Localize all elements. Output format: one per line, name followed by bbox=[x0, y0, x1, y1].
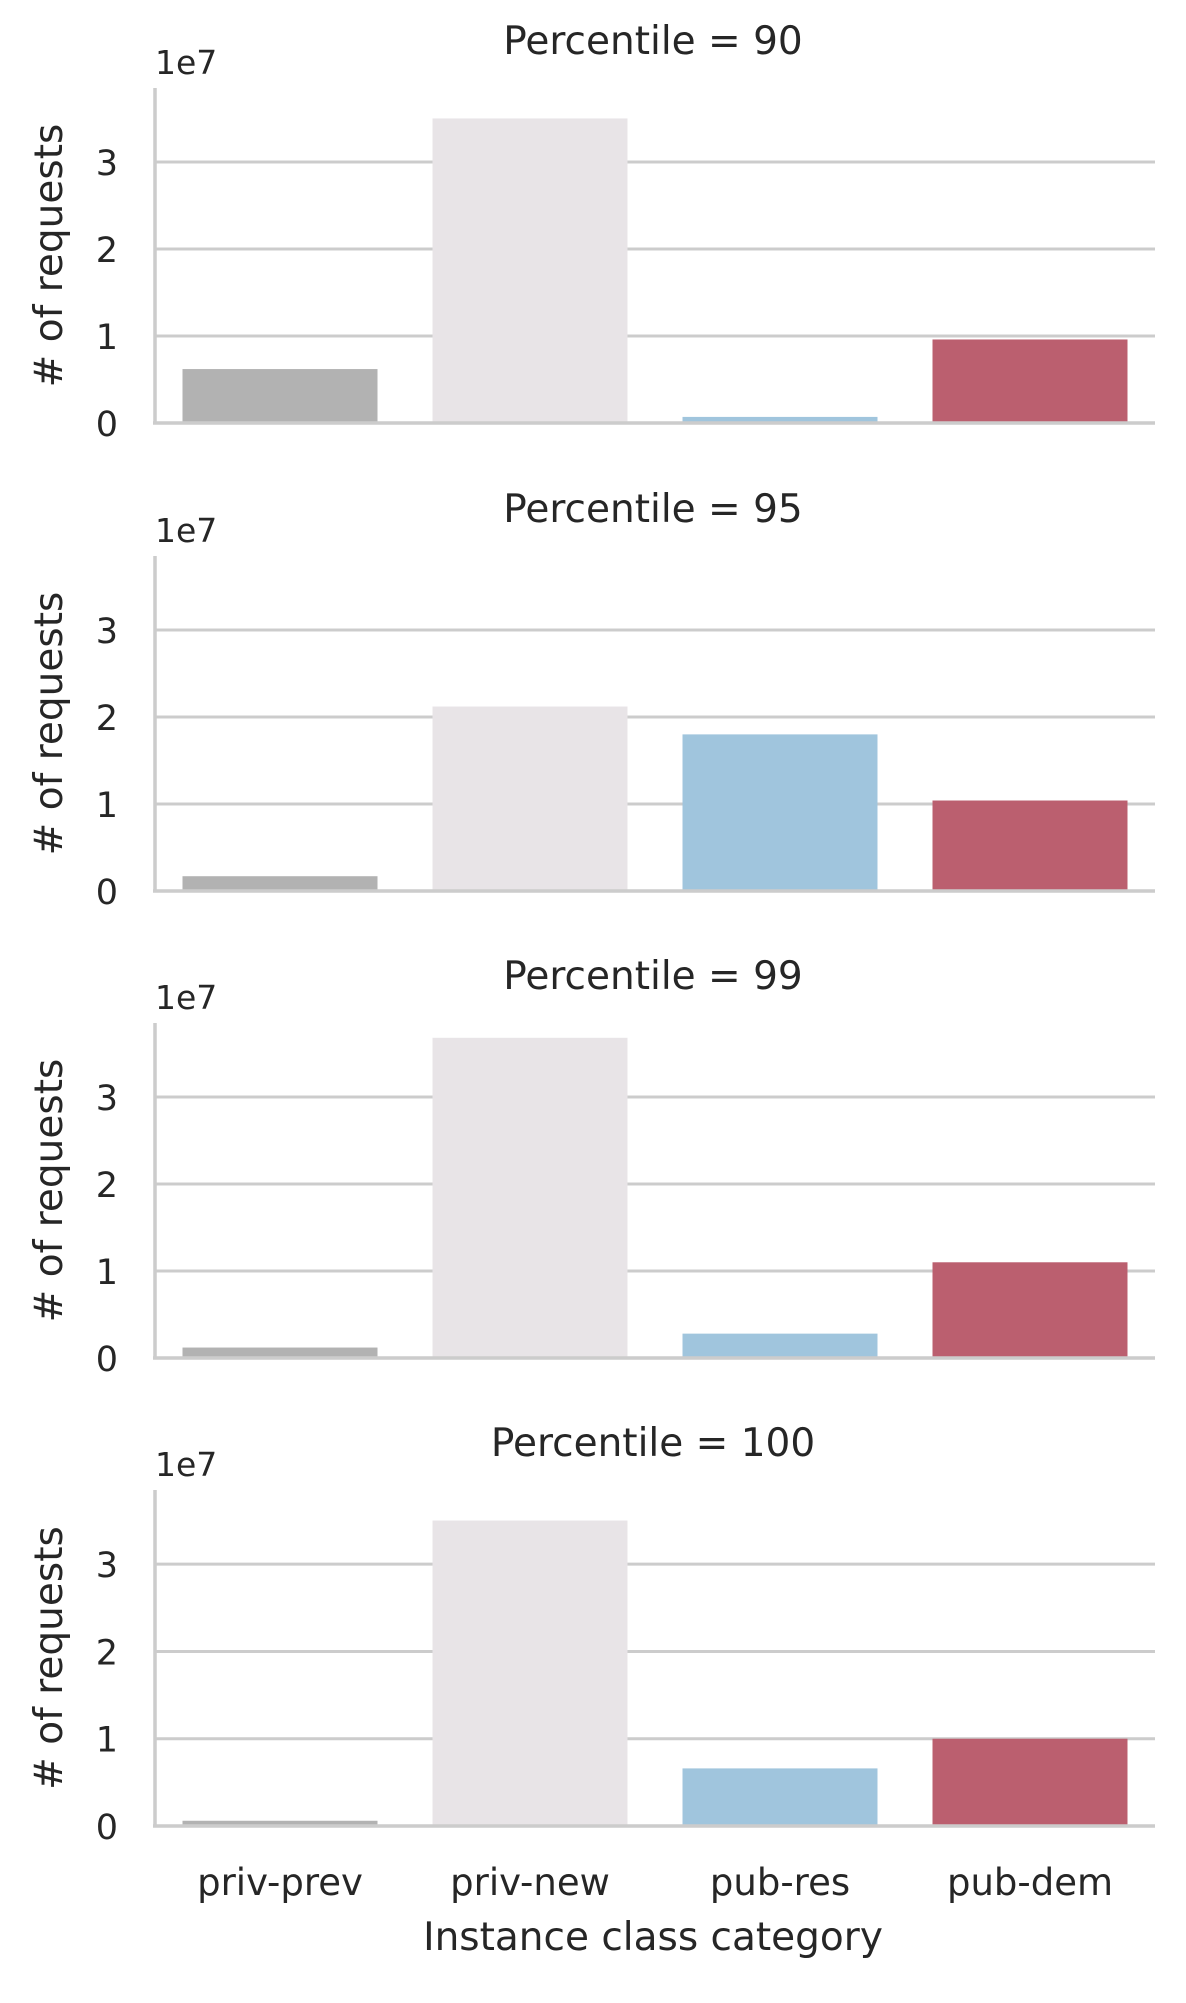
bar-pub-res bbox=[682, 734, 878, 891]
y-tick-label: 3 bbox=[96, 612, 118, 652]
y-tick-label: 2 bbox=[96, 699, 118, 739]
bar-pub-res bbox=[682, 416, 878, 423]
bar-priv-new bbox=[432, 706, 628, 891]
y-tick-label: 2 bbox=[96, 1166, 118, 1206]
x-axis-label: Instance class category bbox=[423, 1915, 883, 1960]
facet-panel-2: 0 1 2 3 1e7 Percentile = 99 # of requests bbox=[27, 954, 1155, 1380]
x-tick-label: priv-new bbox=[450, 1861, 610, 1904]
facet-panel-3: 0 1 2 3 1e7 Percentile = 100 # of requests bbox=[27, 1421, 1155, 1848]
y-tick-label: 1 bbox=[96, 318, 118, 358]
bar-priv-new bbox=[432, 118, 628, 424]
y-tick-label: 3 bbox=[96, 144, 118, 184]
panel-title: Percentile = 90 bbox=[503, 19, 803, 64]
bar-priv-prev bbox=[182, 1347, 378, 1358]
y-tick-label: 3 bbox=[96, 1546, 118, 1586]
x-tick-label: pub-res bbox=[710, 1861, 850, 1904]
y-offset-label: 1e7 bbox=[155, 43, 217, 82]
y-offset-label: 1e7 bbox=[155, 978, 217, 1017]
y-tick-label: 0 bbox=[96, 405, 118, 445]
y-tick-label: 3 bbox=[96, 1079, 118, 1119]
y-tick-label: 0 bbox=[96, 873, 118, 913]
y-tick-label: 2 bbox=[96, 231, 118, 271]
bar-priv-prev bbox=[182, 1820, 378, 1826]
panel-title: Percentile = 95 bbox=[503, 487, 803, 532]
y-axis-label: # of requests bbox=[27, 1526, 72, 1790]
y-axis-label: # of requests bbox=[27, 1059, 72, 1323]
y-tick-label: 1 bbox=[96, 1253, 118, 1293]
panel-title: Percentile = 99 bbox=[503, 954, 803, 999]
bar-priv-new bbox=[432, 1520, 628, 1826]
bar-pub-res bbox=[682, 1768, 878, 1826]
bar-pub-dem bbox=[932, 800, 1128, 891]
y-tick-label: 1 bbox=[96, 786, 118, 826]
y-axis-label: # of requests bbox=[27, 592, 72, 856]
bar-pub-dem bbox=[932, 339, 1128, 423]
bar-pub-dem bbox=[932, 1262, 1128, 1358]
bar-priv-prev bbox=[182, 369, 378, 423]
facet-panel-0: 0 1 2 3 1e7 Percentile = 90 # of requests bbox=[27, 19, 1155, 445]
y-offset-label: 1e7 bbox=[155, 1445, 217, 1484]
x-tick-label: priv-prev bbox=[197, 1861, 363, 1904]
y-tick-label: 0 bbox=[96, 1808, 118, 1848]
bar-priv-new bbox=[432, 1037, 628, 1358]
y-tick-label: 0 bbox=[96, 1340, 118, 1380]
panel-title: Percentile = 100 bbox=[491, 1421, 815, 1466]
x-tick-label: pub-dem bbox=[947, 1861, 1113, 1904]
bar-pub-dem bbox=[932, 1738, 1128, 1826]
y-tick-label: 2 bbox=[96, 1633, 118, 1673]
bar-priv-prev bbox=[182, 876, 378, 891]
bar-pub-res bbox=[682, 1333, 878, 1358]
y-axis-label: # of requests bbox=[27, 124, 72, 388]
facet-panel-1: 0 1 2 3 1e7 Percentile = 95 # of requests bbox=[27, 487, 1155, 913]
y-tick-label: 1 bbox=[96, 1721, 118, 1761]
y-offset-label: 1e7 bbox=[155, 511, 217, 550]
